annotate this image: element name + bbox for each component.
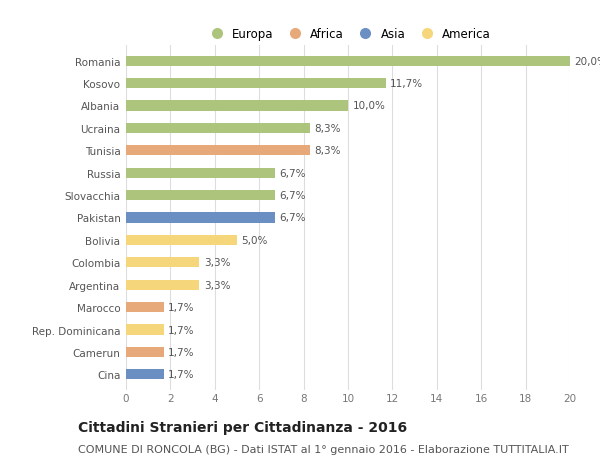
Bar (126, 79, 386, 89)
Text: 11,7%: 11,7% (390, 79, 424, 89)
Legend: Europa, Africa, Asia, America: Europa, Africa, Asia, America (205, 28, 491, 41)
Text: 20,0%: 20,0% (574, 56, 600, 67)
Text: 3,3%: 3,3% (204, 280, 230, 290)
Bar (126, 369, 164, 380)
Text: 3,3%: 3,3% (204, 258, 230, 268)
Text: 1,7%: 1,7% (168, 369, 194, 380)
Bar (126, 280, 199, 290)
Bar (126, 302, 164, 313)
Bar (126, 101, 348, 111)
Text: 1,7%: 1,7% (168, 325, 194, 335)
Text: 8,3%: 8,3% (315, 123, 341, 134)
Bar (126, 168, 275, 179)
Text: COMUNE DI RONCOLA (BG) - Dati ISTAT al 1° gennaio 2016 - Elaborazione TUTTITALIA: COMUNE DI RONCOLA (BG) - Dati ISTAT al 1… (78, 444, 569, 454)
Bar (126, 190, 275, 201)
Text: Cittadini Stranieri per Cittadinanza - 2016: Cittadini Stranieri per Cittadinanza - 2… (78, 420, 407, 434)
Text: 8,3%: 8,3% (315, 146, 341, 156)
Bar (126, 123, 310, 134)
Text: 6,7%: 6,7% (279, 213, 305, 223)
Text: 1,7%: 1,7% (168, 347, 194, 357)
Bar (126, 56, 570, 67)
Bar (126, 257, 199, 268)
Text: 5,0%: 5,0% (241, 235, 268, 246)
Text: 1,7%: 1,7% (168, 302, 194, 313)
Bar (126, 235, 237, 246)
Bar (126, 347, 164, 357)
Bar (126, 146, 310, 156)
Bar (126, 213, 275, 223)
Bar (126, 325, 164, 335)
Text: 6,7%: 6,7% (279, 190, 305, 201)
Text: 10,0%: 10,0% (352, 101, 385, 111)
Text: 6,7%: 6,7% (279, 168, 305, 178)
